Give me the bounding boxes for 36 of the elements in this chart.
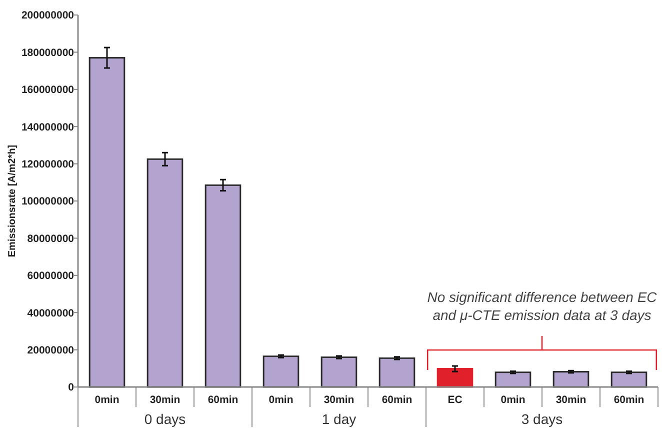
- x-tick-label: 0min: [268, 394, 294, 406]
- y-tick-label: 100000000: [21, 196, 74, 208]
- bar: [204, 184, 242, 388]
- x-tick-label: EC: [448, 394, 463, 406]
- bar: [494, 372, 532, 388]
- annotation: No significant difference between EC and μ-CTE emission data at 3 days: [427, 289, 658, 323]
- x-tick-label: 30min: [150, 394, 180, 406]
- y-tick-label: 200000000: [21, 10, 74, 22]
- y-tick-label: 180000000: [21, 46, 74, 59]
- text: 3 days: [521, 411, 563, 427]
- x-tick-label: 60min: [382, 394, 412, 406]
- x-tick-label: 60min: [614, 394, 644, 406]
- y-tick-label: 120000000: [21, 158, 74, 170]
- y-tick-label: 20000000: [27, 344, 74, 356]
- bar: [320, 356, 358, 388]
- bar: [552, 371, 590, 388]
- bar: [146, 158, 184, 388]
- x-tick-label: 30min: [324, 394, 354, 406]
- x-tick-label: 30min: [556, 394, 586, 406]
- text: 0 days: [144, 411, 186, 427]
- text: 1 day: [322, 411, 356, 427]
- y-tick-label: 0: [68, 382, 74, 394]
- y-tick-label: 160000000: [21, 84, 74, 96]
- y-tick-label: 140000000: [21, 121, 74, 134]
- y-tick-label: 80000000: [27, 232, 74, 245]
- y-tick-label: 40000000: [27, 307, 74, 320]
- bar: [88, 57, 126, 388]
- bar: [610, 372, 648, 388]
- bar: [262, 356, 300, 388]
- y-tick-label: 60000000: [27, 270, 74, 282]
- y-axis-title: Emissionsrate [A/m2*h]: [7, 144, 18, 258]
- x-tick-label: 60min: [208, 394, 238, 406]
- bar: [378, 357, 416, 388]
- x-tick-label: 0min: [500, 394, 526, 406]
- bar: [436, 368, 474, 388]
- x-tick-label: 0min: [94, 394, 120, 406]
